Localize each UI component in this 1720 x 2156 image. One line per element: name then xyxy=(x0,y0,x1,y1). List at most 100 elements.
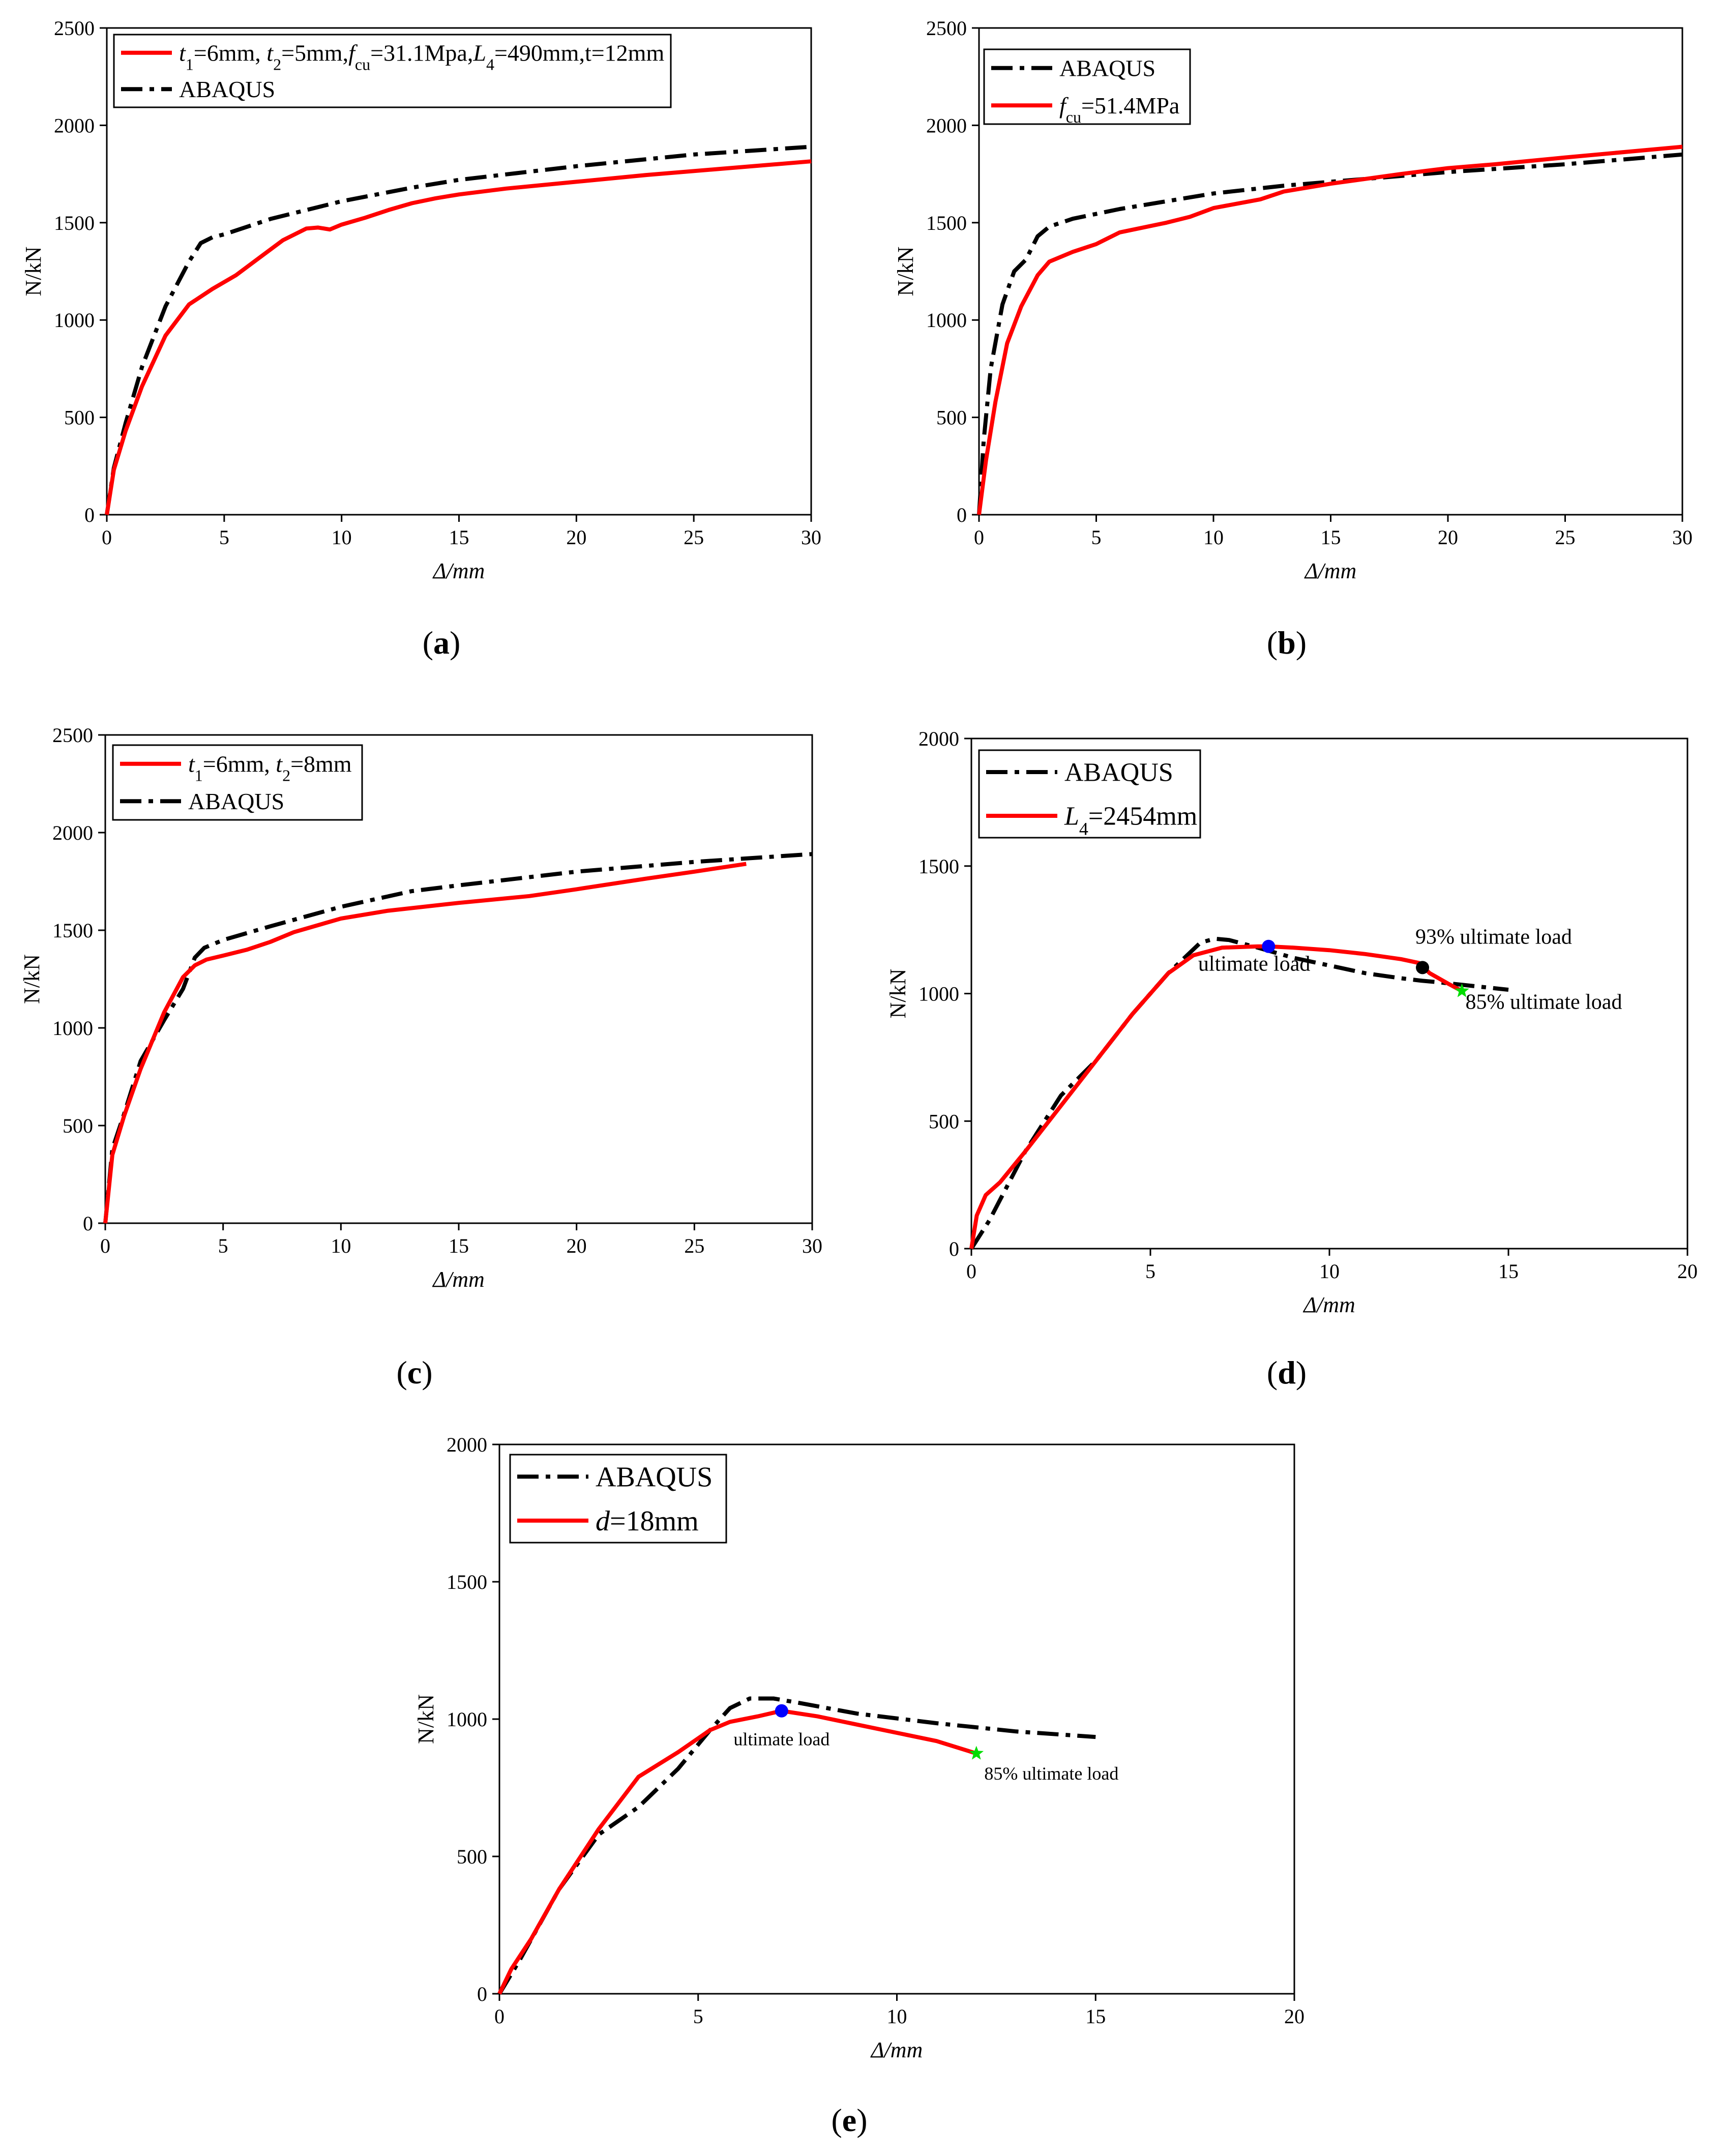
y-tick-label: 2000 xyxy=(447,1433,487,1456)
x-tick-label: 0 xyxy=(966,1260,976,1283)
x-tick-label: 10 xyxy=(1319,1260,1340,1283)
series-line-test xyxy=(977,144,1683,515)
legend-label: ABAQUS xyxy=(1059,55,1155,81)
y-tick-label: 1000 xyxy=(926,309,967,332)
y-tick-label: 0 xyxy=(957,504,967,526)
x-tick-label: 15 xyxy=(1321,526,1341,549)
x-tick-label: 10 xyxy=(332,526,352,549)
chart-b: 0 5 10 15 20 25 30 0 500 1000 1500 2000 2500 Δ/mm N/kN… xyxy=(893,17,1693,661)
y-tick-label: 500 xyxy=(929,1110,959,1133)
series-line-test xyxy=(497,1708,977,1995)
x-tick-label: 15 xyxy=(449,526,469,549)
annotation-label: ultimate load xyxy=(733,1729,829,1749)
y-tick-label: 500 xyxy=(457,1845,487,1868)
legend-label: t1=6mm, t2=8mm xyxy=(188,751,352,784)
legend-label: ABAQUS xyxy=(179,76,275,102)
x-tick-label: 25 xyxy=(1555,526,1576,549)
y-tick-label: 1500 xyxy=(54,212,95,234)
series-line-abaqus xyxy=(977,152,1683,515)
x-tick-label: 5 xyxy=(693,2005,703,2028)
panel-caption: (d) xyxy=(1267,1354,1307,1391)
x-tick-label: 15 xyxy=(1085,2005,1106,2028)
legend-label: t1=6mm, t2=5mm,fcu=31.1Mpa,L4=490mm,t=12… xyxy=(179,40,664,73)
x-axis-label: Δ/mm xyxy=(432,1267,485,1292)
series-line-abaqus xyxy=(497,1696,1096,1995)
y-tick-label: 2000 xyxy=(54,114,95,137)
x-axis-label: Δ/mm xyxy=(1302,1292,1355,1317)
legend-label: ABAQUS xyxy=(188,788,284,814)
y-tick-label: 1500 xyxy=(52,919,93,942)
x-tick-label: 0 xyxy=(102,526,112,549)
y-tick-label: 1000 xyxy=(54,309,95,332)
x-tick-label: 20 xyxy=(567,1234,587,1257)
legend-label: L4=2454mm xyxy=(1064,802,1197,839)
annotation-label: ultimate load xyxy=(1198,952,1310,976)
x-tick-label: 20 xyxy=(1677,1260,1698,1283)
series-line-test xyxy=(103,862,747,1224)
panel-caption: (c) xyxy=(396,1354,432,1391)
x-tick-label: 10 xyxy=(1203,526,1224,549)
y-tick-label: 2500 xyxy=(54,17,95,40)
x-axis-label: Δ/mm xyxy=(1304,558,1357,583)
legend-box xyxy=(509,1454,727,1544)
x-tick-label: 5 xyxy=(1091,526,1102,549)
x-tick-label: 0 xyxy=(100,1234,110,1257)
annotation-point-marker xyxy=(775,1704,788,1718)
annotation-label: 93% ultimate load xyxy=(1415,926,1572,949)
x-tick-label: 10 xyxy=(331,1234,351,1257)
x-tick-label: 20 xyxy=(1438,526,1458,549)
y-tick-label: 500 xyxy=(63,1114,93,1137)
x-tick-label: 30 xyxy=(1672,526,1693,549)
x-tick-label: 20 xyxy=(1284,2005,1304,2028)
y-tick-label: 0 xyxy=(83,1212,93,1235)
series-line-test xyxy=(105,159,812,515)
series-line-abaqus xyxy=(969,936,1509,1250)
annotation-star-marker xyxy=(969,1746,984,1760)
x-tick-label: 15 xyxy=(449,1234,469,1257)
y-tick-label: 1000 xyxy=(918,983,959,1006)
x-tick-label: 25 xyxy=(684,1234,704,1257)
x-tick-label: 5 xyxy=(219,526,229,549)
x-tick-label: 15 xyxy=(1498,1260,1519,1283)
y-tick-label: 500 xyxy=(64,406,95,429)
chart-a: 0 5 10 15 20 25 30 0 500 1000 1500 2000 2500 Δ/mm N/kN… xyxy=(21,17,821,661)
y-axis-label: N/kN xyxy=(413,1694,438,1744)
y-tick-label: 2000 xyxy=(926,114,967,137)
annotation-star-marker xyxy=(1455,983,1469,997)
legend-label: ABAQUS xyxy=(596,1461,713,1493)
panel-caption: (e) xyxy=(831,2102,867,2138)
chart-d: 0 5 10 15 20 0 500 1000 1500 2000 Δ/mm N/kN ultimate… xyxy=(885,727,1698,1391)
y-tick-label: 2500 xyxy=(52,724,93,747)
y-axis-label: N/kN xyxy=(21,247,46,297)
y-tick-label: 0 xyxy=(477,1983,487,2005)
y-axis-label: N/kN xyxy=(893,247,918,297)
x-tick-label: 5 xyxy=(1145,1260,1155,1283)
y-tick-label: 2000 xyxy=(52,821,93,844)
legend-label: d=18mm xyxy=(596,1505,699,1537)
chart-e: 0 5 10 15 20 0 500 1000 1500 2000 Δ/mm N/kN ultimate… xyxy=(413,1433,1304,2138)
x-tick-label: 5 xyxy=(218,1234,228,1257)
x-axis-label: Δ/mm xyxy=(870,2037,923,2062)
y-tick-label: 1500 xyxy=(926,212,967,234)
x-tick-label: 30 xyxy=(801,526,821,549)
panel-caption: (a) xyxy=(423,625,461,661)
y-axis-label: N/kN xyxy=(885,969,910,1019)
y-tick-label: 1000 xyxy=(447,1708,487,1731)
x-axis-label: Δ/mm xyxy=(432,558,485,583)
legend-box xyxy=(112,744,363,821)
y-tick-label: 2500 xyxy=(926,17,967,40)
y-axis-label: N/kN xyxy=(19,954,44,1004)
x-tick-label: 20 xyxy=(566,526,586,549)
x-tick-label: 25 xyxy=(684,526,704,549)
annotation-point-marker xyxy=(1262,939,1276,953)
legend-label: fcu=51.4MPa xyxy=(1059,93,1179,126)
legend-label: ABAQUS xyxy=(1064,758,1173,787)
x-tick-label: 10 xyxy=(887,2005,907,2028)
annotation-point-marker xyxy=(1416,961,1430,974)
series-line-abaqus xyxy=(103,852,813,1224)
y-tick-label: 500 xyxy=(936,406,967,429)
y-tick-label: 2000 xyxy=(918,727,959,750)
y-tick-label: 1500 xyxy=(447,1571,487,1593)
x-tick-label: 30 xyxy=(802,1234,822,1257)
